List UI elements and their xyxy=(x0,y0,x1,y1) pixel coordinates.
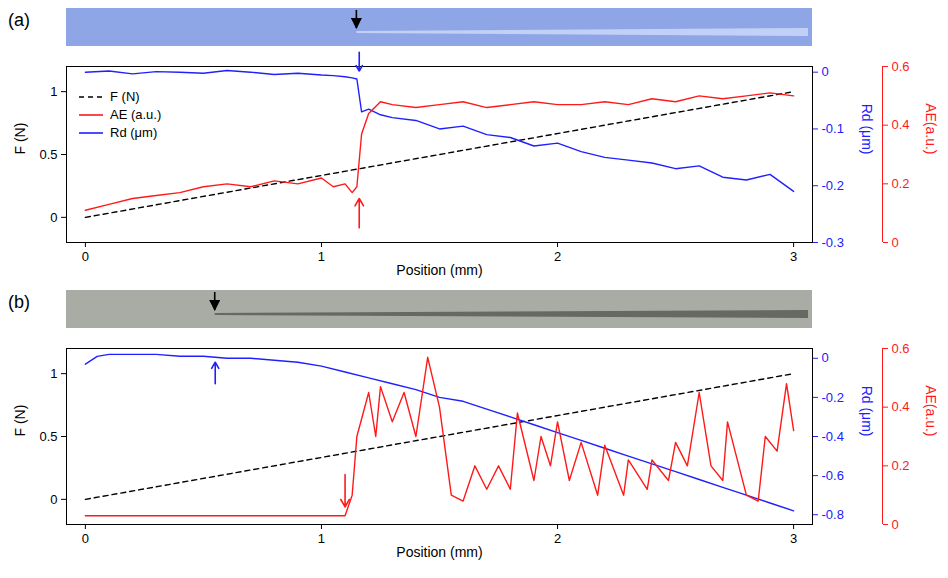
svg-text:0.2: 0.2 xyxy=(892,176,910,191)
html-text:(a): (a) xyxy=(8,10,30,30)
svg-text:Rd (μm): Rd (μm) xyxy=(859,386,875,437)
svg-text:-0.3: -0.3 xyxy=(822,235,844,250)
svg-text:0.6: 0.6 xyxy=(892,59,910,74)
svg-text:0: 0 xyxy=(82,249,89,264)
svg-text:0: 0 xyxy=(892,235,899,250)
svg-text:0.6: 0.6 xyxy=(892,341,910,356)
svg-text:-0.6: -0.6 xyxy=(822,468,844,483)
svg-text:0: 0 xyxy=(50,210,57,225)
svg-text:0: 0 xyxy=(822,64,829,79)
svg-text:1: 1 xyxy=(50,366,57,381)
svg-text:-0.4: -0.4 xyxy=(822,429,844,444)
html-text:(b): (b) xyxy=(8,292,30,312)
svg-text:0: 0 xyxy=(892,517,899,532)
svg-text:-0.8: -0.8 xyxy=(822,507,844,522)
svg-text:0.2: 0.2 xyxy=(892,458,910,473)
svg-text:1: 1 xyxy=(50,84,57,99)
svg-text:3: 3 xyxy=(790,531,797,546)
svg-text:3: 3 xyxy=(790,249,797,264)
svg-text:AE(a.u.): AE(a.u.) xyxy=(923,385,939,436)
svg-text:0.5: 0.5 xyxy=(39,429,57,444)
svg-text:-0.2: -0.2 xyxy=(822,178,844,193)
svg-text:2: 2 xyxy=(554,531,561,546)
svg-text:0: 0 xyxy=(822,350,829,365)
html-text:AE (a.u.): AE (a.u.) xyxy=(110,107,162,122)
svg-text:AE(a.u.): AE(a.u.) xyxy=(923,103,939,154)
svg-text:Position (mm): Position (mm) xyxy=(396,544,482,560)
svg-text:-0.2: -0.2 xyxy=(822,390,844,405)
svg-text:0.4: 0.4 xyxy=(892,117,910,132)
svg-text:1: 1 xyxy=(318,249,325,264)
svg-text:0: 0 xyxy=(82,531,89,546)
svg-text:F (N): F (N) xyxy=(12,123,28,155)
svg-text:0.5: 0.5 xyxy=(39,147,57,162)
svg-text:2: 2 xyxy=(554,249,561,264)
svg-text:Position (mm): Position (mm) xyxy=(396,262,482,278)
svg-text:F (N): F (N) xyxy=(12,405,28,437)
svg-text:Rd (μm): Rd (μm) xyxy=(859,104,875,155)
html-text:Rd (μm): Rd (μm) xyxy=(110,125,158,140)
svg-text:0: 0 xyxy=(50,492,57,507)
svg-text:0.4: 0.4 xyxy=(892,399,910,414)
svg-text:-0.1: -0.1 xyxy=(822,121,844,136)
html-text:F (N): F (N) xyxy=(110,89,140,104)
svg-text:1: 1 xyxy=(318,531,325,546)
